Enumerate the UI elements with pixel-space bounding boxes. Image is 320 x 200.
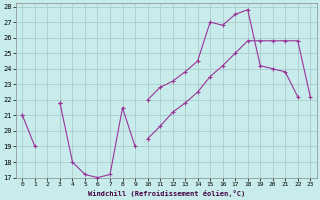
X-axis label: Windchill (Refroidissement éolien,°C): Windchill (Refroidissement éolien,°C) bbox=[88, 190, 245, 197]
